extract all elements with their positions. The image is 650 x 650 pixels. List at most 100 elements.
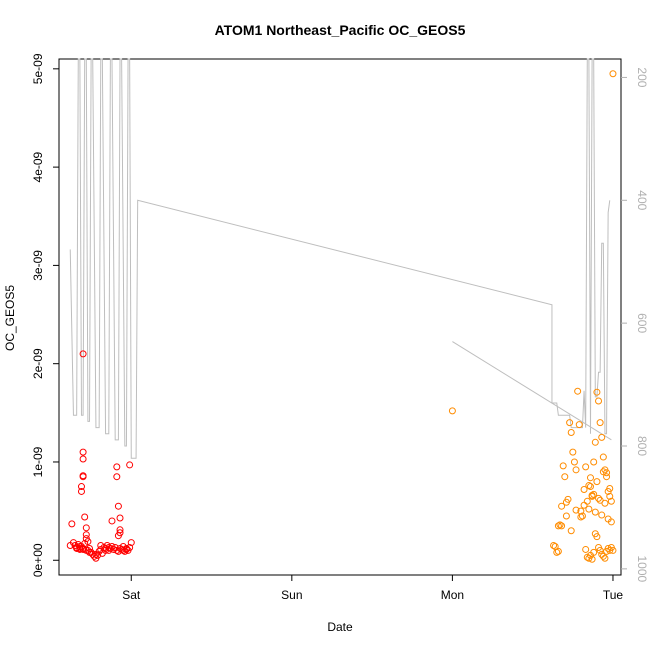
data-point	[550, 542, 558, 550]
data-point	[558, 522, 566, 530]
data-point	[609, 546, 617, 554]
data-point	[79, 473, 87, 481]
data-point	[116, 514, 124, 522]
data-point	[108, 517, 116, 525]
data-point	[82, 524, 90, 532]
data-point	[97, 542, 105, 550]
data-point	[575, 421, 583, 429]
data-point	[596, 419, 604, 427]
data-point	[82, 531, 90, 539]
data-point	[593, 533, 601, 541]
data-point	[603, 473, 611, 481]
data-point	[113, 463, 121, 471]
data-point	[569, 448, 577, 456]
data-point	[554, 547, 562, 555]
data-point	[588, 491, 596, 499]
data-point	[599, 453, 607, 461]
data-point	[113, 473, 121, 481]
data-point	[590, 548, 598, 556]
data-point	[585, 482, 593, 490]
data-point	[606, 485, 614, 493]
data-point	[77, 487, 85, 495]
data-point	[593, 388, 601, 396]
data-point	[114, 502, 122, 510]
data-point	[567, 527, 575, 535]
data-point	[596, 546, 604, 554]
data-point	[556, 521, 564, 529]
data-point	[558, 502, 566, 510]
data-point	[590, 490, 598, 498]
data-point	[84, 538, 92, 546]
data-point	[127, 539, 135, 547]
data-point	[601, 554, 609, 562]
y2-tick-label: 400	[635, 190, 649, 210]
x-tick-label: Mon	[441, 588, 464, 602]
data-point	[76, 545, 84, 553]
data-point	[582, 545, 590, 553]
data-point	[554, 522, 562, 530]
data-point	[562, 512, 570, 520]
data-point	[561, 473, 569, 481]
data-point	[593, 478, 601, 486]
data-point	[570, 458, 578, 466]
data-point	[81, 513, 89, 521]
data-point	[90, 552, 98, 560]
data-point	[551, 543, 559, 550]
y2-tick-label: 1000	[635, 556, 649, 583]
data-point	[126, 461, 134, 469]
data-point	[596, 496, 604, 504]
data-point	[599, 468, 607, 476]
axes-layer: Sat Sun Mon Tue 0e+00 1e-09 2e-09 3e-09 4e-09 5e-…	[31, 53, 649, 602]
data-point	[448, 407, 456, 415]
y-tick-label: 0e+00	[31, 543, 45, 577]
data-point	[590, 458, 598, 466]
y-tick-label: 4e-09	[31, 151, 45, 182]
data-point	[562, 498, 570, 506]
data-point	[580, 485, 588, 493]
data-point	[79, 350, 87, 358]
data-points-layer	[66, 70, 617, 563]
data-point	[77, 483, 85, 491]
data-point	[572, 466, 580, 474]
data-point	[577, 513, 585, 521]
data-point	[598, 433, 606, 441]
data-point	[582, 463, 590, 471]
data-point	[586, 474, 594, 482]
data-point	[595, 397, 603, 405]
data-point	[92, 550, 100, 558]
data-point	[574, 387, 582, 395]
y2-tick-label: 600	[635, 313, 649, 333]
data-point	[607, 518, 615, 526]
y2-tick-label: 800	[635, 436, 649, 456]
data-point	[559, 462, 567, 470]
data-point	[585, 505, 593, 513]
data-point	[595, 494, 603, 502]
data-point	[114, 532, 122, 540]
data-point	[566, 419, 574, 427]
x-axis-label: Date	[327, 620, 353, 634]
data-point	[79, 448, 87, 456]
data-point	[591, 438, 599, 446]
data-point	[609, 70, 617, 78]
data-point	[68, 520, 76, 528]
data-point	[86, 548, 94, 556]
pressure-line-layer	[69, 58, 612, 459]
chart-title: ATOM1 Northeast_Pacific OC_GEOS5	[215, 22, 466, 38]
plot-area-frame	[58, 58, 622, 576]
data-point	[591, 508, 599, 516]
x-tick-label: Tue	[603, 588, 624, 602]
data-point	[122, 545, 130, 553]
data-point	[599, 552, 607, 560]
y-tick-label: 2e-09	[31, 348, 45, 379]
data-point	[105, 543, 113, 551]
data-point	[588, 555, 596, 563]
y-tick-label: 1e-09	[31, 446, 45, 477]
pressure-series-line-2	[452, 341, 612, 441]
x-tick-label: Sat	[122, 588, 141, 602]
data-point	[580, 501, 588, 509]
x-tick-label: Sun	[281, 588, 302, 602]
y-tick-label: 3e-09	[31, 250, 45, 281]
y-axis-label: OC_GEOS5	[3, 285, 17, 351]
data-point	[603, 469, 611, 477]
data-point	[607, 497, 615, 505]
